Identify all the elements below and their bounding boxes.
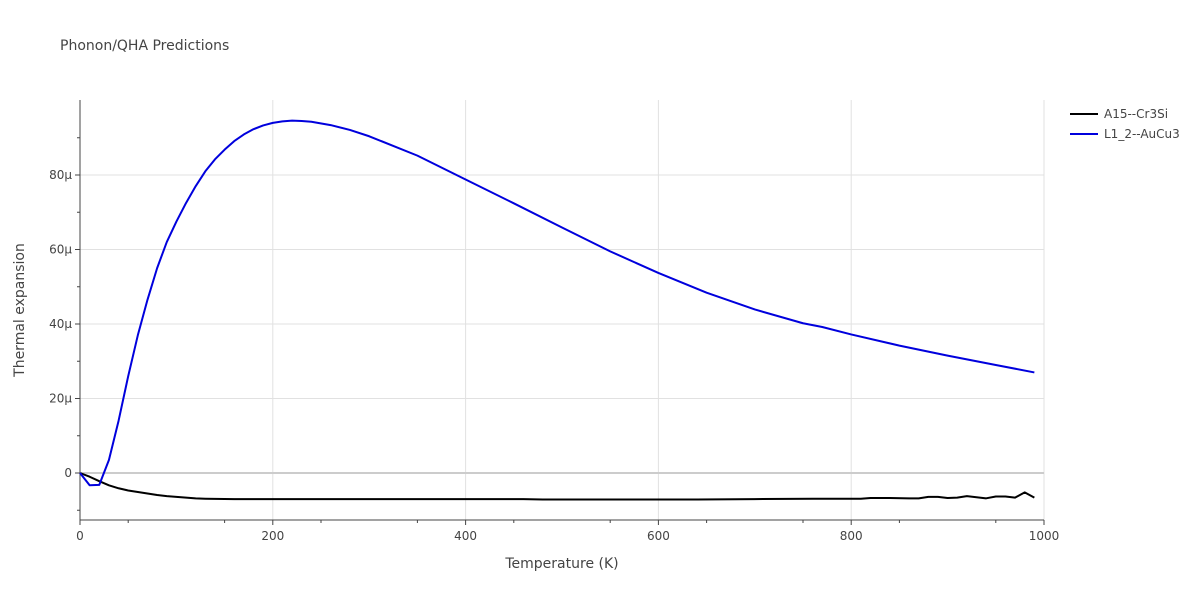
grid-lines xyxy=(80,100,1045,520)
x-axis-title: Temperature (K) xyxy=(504,556,618,572)
y-tick-label: 20μ xyxy=(49,392,72,406)
series-lines xyxy=(79,119,1035,501)
y-axis-title: Thermal expansion xyxy=(12,243,28,378)
legend-item[interactable]: L1_2--AuCu3 xyxy=(1070,127,1180,141)
x-tick-label: 1000 xyxy=(1029,529,1060,543)
ticks: 0 200 400 600 800 1000 0 20μ 40μ 60μ 80μ xyxy=(49,137,1060,543)
x-tick-label: 600 xyxy=(647,529,670,543)
y-tick-label: 80μ xyxy=(49,168,72,182)
legend-label: A15--Cr3Si xyxy=(1104,107,1168,121)
y-tick-label: 0 xyxy=(64,466,72,480)
x-tick-label: 800 xyxy=(840,529,863,543)
y-tick-label: 40μ xyxy=(49,317,72,331)
chart-title: Phonon/QHA Predictions xyxy=(60,38,229,54)
legend[interactable]: A15--Cr3Si L1_2--AuCu3 xyxy=(1070,107,1180,141)
legend-item[interactable]: A15--Cr3Si xyxy=(1070,107,1168,121)
series-line-0 xyxy=(79,472,1035,501)
x-tick-label: 400 xyxy=(454,529,477,543)
x-tick-label: 0 xyxy=(76,529,84,543)
x-tick-label: 200 xyxy=(261,529,284,543)
series-line-1 xyxy=(79,119,1035,487)
axes xyxy=(79,100,1044,521)
legend-label: L1_2--AuCu3 xyxy=(1104,127,1180,141)
y-tick-label: 60μ xyxy=(49,243,72,257)
